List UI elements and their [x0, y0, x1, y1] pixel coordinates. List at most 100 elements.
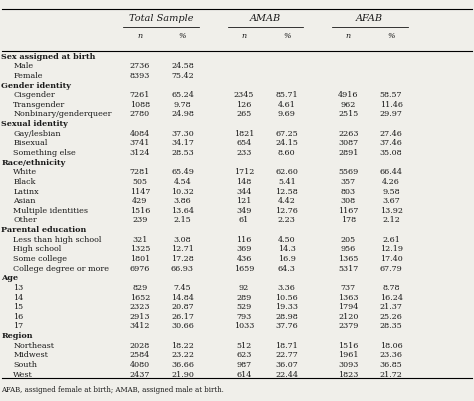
- Text: 3741: 3741: [130, 139, 150, 147]
- Text: 9.69: 9.69: [278, 110, 296, 118]
- Text: 37.76: 37.76: [275, 322, 298, 330]
- Text: 3.08: 3.08: [173, 235, 191, 243]
- Text: 2780: 2780: [130, 110, 150, 118]
- Text: 2.15: 2.15: [173, 216, 191, 224]
- Text: 2736: 2736: [130, 62, 150, 70]
- Text: 116: 116: [237, 235, 252, 243]
- Text: 10.32: 10.32: [171, 187, 194, 195]
- Text: AFAB: AFAB: [356, 14, 383, 23]
- Text: Latinx: Latinx: [13, 187, 39, 195]
- Text: Cisgender: Cisgender: [13, 91, 55, 99]
- Text: 205: 205: [341, 235, 356, 243]
- Text: 1167: 1167: [338, 206, 358, 214]
- Text: Age: Age: [1, 273, 18, 282]
- Text: 3124: 3124: [129, 149, 150, 156]
- Text: 9.78: 9.78: [173, 101, 191, 109]
- Text: 64.3: 64.3: [278, 264, 296, 272]
- Text: 2263: 2263: [338, 130, 359, 138]
- Text: 265: 265: [237, 110, 252, 118]
- Text: 3087: 3087: [338, 139, 358, 147]
- Text: 1961: 1961: [338, 350, 359, 358]
- Text: 37.46: 37.46: [380, 139, 402, 147]
- Text: 67.79: 67.79: [380, 264, 402, 272]
- Text: Nonbinary/genderqueer: Nonbinary/genderqueer: [13, 110, 112, 118]
- Text: 623: 623: [237, 350, 252, 358]
- Text: 65.49: 65.49: [171, 168, 194, 176]
- Text: 11.46: 11.46: [380, 101, 402, 109]
- Text: 58.57: 58.57: [380, 91, 402, 99]
- Text: 3093: 3093: [338, 360, 358, 368]
- Text: 20.87: 20.87: [171, 302, 194, 310]
- Text: 529: 529: [237, 302, 252, 310]
- Text: 35.08: 35.08: [380, 149, 402, 156]
- Text: 5317: 5317: [338, 264, 358, 272]
- Text: 505: 505: [132, 177, 147, 185]
- Text: 18.71: 18.71: [275, 341, 298, 349]
- Text: 429: 429: [132, 196, 147, 205]
- Text: 956: 956: [341, 245, 356, 253]
- Text: Bisexual: Bisexual: [13, 139, 48, 147]
- Text: 13.64: 13.64: [171, 206, 194, 214]
- Text: Gay/lesbian: Gay/lesbian: [13, 130, 61, 138]
- Text: 30.66: 30.66: [171, 322, 194, 330]
- Text: 2323: 2323: [129, 302, 150, 310]
- Text: 14.84: 14.84: [171, 293, 194, 301]
- Text: 1147: 1147: [130, 187, 150, 195]
- Text: 22.44: 22.44: [275, 370, 298, 378]
- Text: 34.17: 34.17: [171, 139, 194, 147]
- Text: 308: 308: [341, 196, 356, 205]
- Text: 178: 178: [341, 216, 356, 224]
- Text: 1088: 1088: [130, 101, 150, 109]
- Text: Male: Male: [13, 62, 33, 70]
- Text: 28.35: 28.35: [380, 322, 402, 330]
- Text: 18.22: 18.22: [171, 341, 194, 349]
- Text: 12.71: 12.71: [171, 245, 194, 253]
- Text: 2515: 2515: [338, 110, 358, 118]
- Text: 92: 92: [239, 283, 249, 291]
- Text: Less than high school: Less than high school: [13, 235, 101, 243]
- Text: 28.53: 28.53: [171, 149, 194, 156]
- Text: 1821: 1821: [234, 130, 254, 138]
- Text: 23.36: 23.36: [380, 350, 402, 358]
- Text: 12.19: 12.19: [380, 245, 402, 253]
- Text: 289: 289: [237, 293, 252, 301]
- Text: 126: 126: [237, 101, 252, 109]
- Text: Female: Female: [13, 72, 43, 80]
- Text: n: n: [346, 32, 351, 40]
- Text: 1652: 1652: [130, 293, 150, 301]
- Text: 17.40: 17.40: [380, 254, 402, 262]
- Text: 239: 239: [132, 216, 147, 224]
- Text: 23.22: 23.22: [171, 350, 194, 358]
- Text: 12.58: 12.58: [275, 187, 298, 195]
- Text: College degree or more: College degree or more: [13, 264, 109, 272]
- Text: 1516: 1516: [338, 341, 358, 349]
- Text: 65.24: 65.24: [171, 91, 194, 99]
- Text: 85.71: 85.71: [275, 91, 298, 99]
- Text: %: %: [387, 32, 395, 40]
- Text: 1794: 1794: [338, 302, 358, 310]
- Text: n: n: [242, 32, 246, 40]
- Text: 18.06: 18.06: [380, 341, 402, 349]
- Text: 36.85: 36.85: [380, 360, 402, 368]
- Text: 321: 321: [132, 235, 147, 243]
- Text: Sex assigned at birth: Sex assigned at birth: [1, 53, 96, 61]
- Text: White: White: [13, 168, 37, 176]
- Text: 8393: 8393: [130, 72, 150, 80]
- Text: 4.54: 4.54: [173, 177, 191, 185]
- Text: 793: 793: [237, 312, 252, 320]
- Text: 2891: 2891: [338, 149, 358, 156]
- Text: 10.56: 10.56: [275, 293, 298, 301]
- Text: Total Sample: Total Sample: [129, 14, 193, 23]
- Text: 344: 344: [237, 187, 252, 195]
- Text: Midwest: Midwest: [13, 350, 48, 358]
- Text: 21.90: 21.90: [171, 370, 194, 378]
- Text: 2120: 2120: [338, 312, 358, 320]
- Text: 2584: 2584: [130, 350, 150, 358]
- Text: 26.17: 26.17: [171, 312, 194, 320]
- Text: 1033: 1033: [234, 322, 254, 330]
- Text: 14.3: 14.3: [278, 245, 296, 253]
- Text: West: West: [13, 370, 33, 378]
- Text: 1801: 1801: [130, 254, 150, 262]
- Text: 2345: 2345: [234, 91, 254, 99]
- Text: Sexual identity: Sexual identity: [1, 120, 68, 128]
